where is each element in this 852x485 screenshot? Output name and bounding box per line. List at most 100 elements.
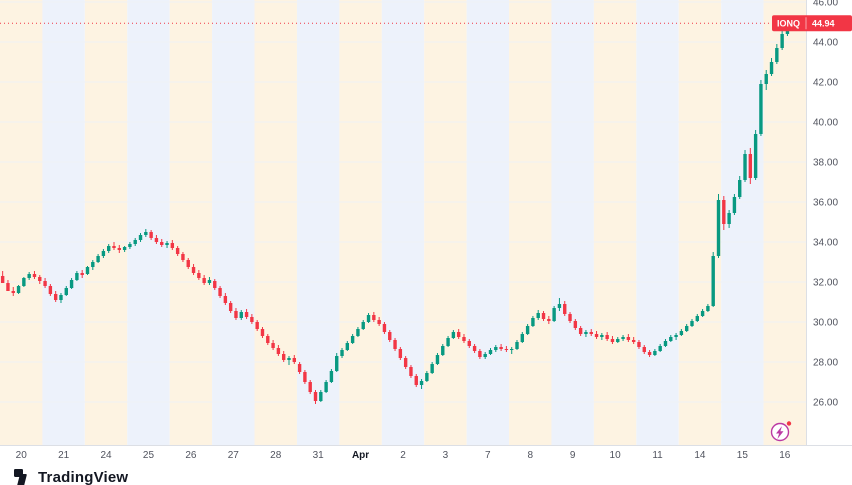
candle	[101, 249, 106, 258]
candle	[292, 355, 296, 364]
candle-body	[520, 334, 525, 342]
candle-body	[414, 376, 418, 385]
candle-body	[711, 256, 715, 306]
candle	[775, 44, 779, 64]
candle-body	[743, 154, 747, 180]
price-tag-ticker: IONQ	[777, 19, 800, 29]
session-band	[763, 0, 806, 445]
candle-body	[345, 343, 350, 350]
tradingview-branding[interactable]: TradingView	[14, 469, 128, 485]
time-tick-label: 8	[527, 450, 533, 461]
candle	[738, 176, 742, 199]
candle	[441, 344, 445, 356]
price-tick-label: 28.00	[813, 358, 838, 369]
candle	[149, 230, 153, 240]
candle-body	[504, 349, 509, 350]
candle-body	[160, 242, 164, 245]
candle-body	[446, 338, 450, 346]
candle	[372, 312, 376, 322]
candle	[32, 271, 37, 279]
candle	[170, 240, 175, 250]
candle-body	[658, 346, 662, 351]
candle-body	[621, 337, 625, 339]
time-tick-label: 9	[570, 450, 576, 461]
candle	[393, 338, 397, 351]
candle-body	[488, 350, 493, 354]
candle	[430, 362, 434, 374]
price-tick-label: 34.00	[813, 238, 838, 249]
candle-body	[319, 392, 323, 401]
flash-circle-icon[interactable]	[770, 421, 792, 442]
candle	[356, 327, 360, 337]
candle-body	[377, 320, 381, 324]
candle	[568, 312, 572, 323]
time-tick-label: 28	[270, 450, 282, 461]
candle-body	[80, 273, 84, 275]
candle	[59, 293, 63, 303]
candle	[313, 390, 318, 404]
candle-body	[122, 247, 127, 250]
candle-body	[228, 303, 233, 311]
candle	[281, 351, 286, 362]
candle	[541, 311, 546, 321]
candle-body	[594, 334, 599, 337]
candle-body	[456, 332, 461, 337]
price-tick-label: 46.00	[813, 0, 838, 9]
candle-body	[722, 200, 726, 224]
candle	[165, 241, 169, 248]
candle	[48, 284, 53, 296]
lightning-bolt-icon	[776, 426, 784, 439]
candle-body	[552, 308, 556, 321]
price-tick-label: 40.00	[813, 118, 838, 129]
price-tick-label: 26.00	[813, 398, 838, 409]
candle-body	[573, 321, 578, 328]
price-chart-canvas[interactable]: 46.00 44.00 42.00 40.00 38.00 36.00 34.00 32.00…	[0, 0, 852, 462]
candle	[748, 148, 753, 184]
candle-body	[112, 246, 116, 248]
candle	[112, 242, 116, 250]
candle-body	[85, 267, 90, 274]
candle-body	[584, 332, 588, 334]
price-tick-label: 32.00	[813, 278, 838, 289]
candle	[186, 258, 190, 269]
notification-dot	[786, 421, 792, 426]
candle-body	[430, 364, 434, 373]
candle	[472, 344, 477, 353]
price-tag-bg	[772, 15, 852, 32]
candle-body	[165, 243, 169, 245]
candle-body	[610, 339, 615, 342]
candle	[510, 347, 514, 354]
candle-body	[287, 358, 291, 360]
candle-body	[64, 288, 68, 295]
candle	[557, 298, 562, 311]
candle-body	[202, 278, 206, 283]
candle	[536, 310, 540, 320]
candle	[202, 275, 206, 285]
candle-body	[467, 341, 471, 346]
tradingview-logo	[14, 469, 27, 485]
candle	[706, 304, 710, 312]
candle	[759, 80, 763, 136]
candle	[674, 333, 678, 340]
candle	[218, 286, 222, 298]
candle	[451, 330, 456, 339]
candle	[38, 275, 42, 284]
candle	[520, 332, 525, 343]
candle	[271, 340, 275, 350]
candle-body	[170, 243, 175, 248]
candle	[780, 30, 784, 50]
candle	[621, 335, 625, 341]
candle	[239, 310, 243, 320]
candle-body	[128, 244, 132, 247]
candle-body	[223, 296, 228, 303]
candle-body	[297, 364, 302, 372]
candle-body	[663, 341, 668, 346]
candle	[377, 317, 381, 326]
time-tick-label: 16	[779, 450, 791, 461]
price-tick-label: 44.00	[813, 38, 838, 49]
candle-body	[515, 342, 519, 349]
candle	[213, 279, 217, 290]
candle	[563, 301, 567, 316]
candle-body	[218, 288, 222, 296]
candle-body	[748, 154, 753, 178]
